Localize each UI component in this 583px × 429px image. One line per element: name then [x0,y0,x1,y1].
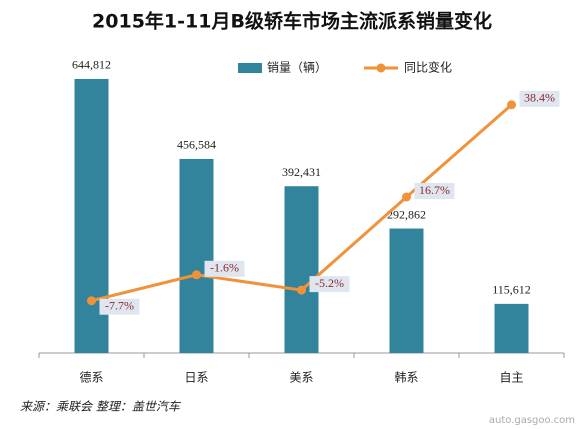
bar-value-label: 644,812 [72,58,111,72]
line-point [87,296,96,306]
bar [389,228,424,353]
line-point [297,285,306,295]
bar-value-label: 456,584 [177,138,216,152]
line-value-label: -5.2% [315,276,344,290]
line-label-bg [204,260,245,277]
x-tick-label: 韩系 [394,370,418,385]
x-tick-label: 德系 [79,370,103,385]
line-point [402,192,411,202]
bar [179,158,214,353]
x-tick-label: 自主 [499,371,523,385]
bar [284,186,319,353]
line-label-bg [99,298,140,315]
legend-swatch [238,63,262,73]
line-point [192,270,201,280]
line-value-label: -1.6% [210,261,239,275]
line-label-bg [414,183,455,200]
line-point [507,100,516,110]
line-value-label: 38.4% [524,91,555,105]
legend-label: 同比变化 [404,60,452,75]
chart-title: 2015年1-11月B级轿车市场主流派系销量变化 [92,10,492,33]
x-tick-label: 美系 [289,371,313,385]
line-value-label: -7.7% [105,298,134,312]
bar [494,303,529,353]
legend-label: 销量（辆） [267,61,327,75]
bar-value-label: 392,431 [282,165,321,179]
line-label-bg [519,90,560,107]
line-value-label: 16.7% [419,183,450,197]
x-tick-label: 日系 [184,371,208,385]
bar-value-label: 292,862 [387,207,426,221]
line-label-bg [309,276,350,293]
legend-swatch [376,63,386,73]
source-note: 来源：乘联会 整理：盖世汽车 [20,400,182,414]
bar-value-label: 115,612 [492,283,531,297]
watermark: auto.gasgoo.com [489,415,575,426]
